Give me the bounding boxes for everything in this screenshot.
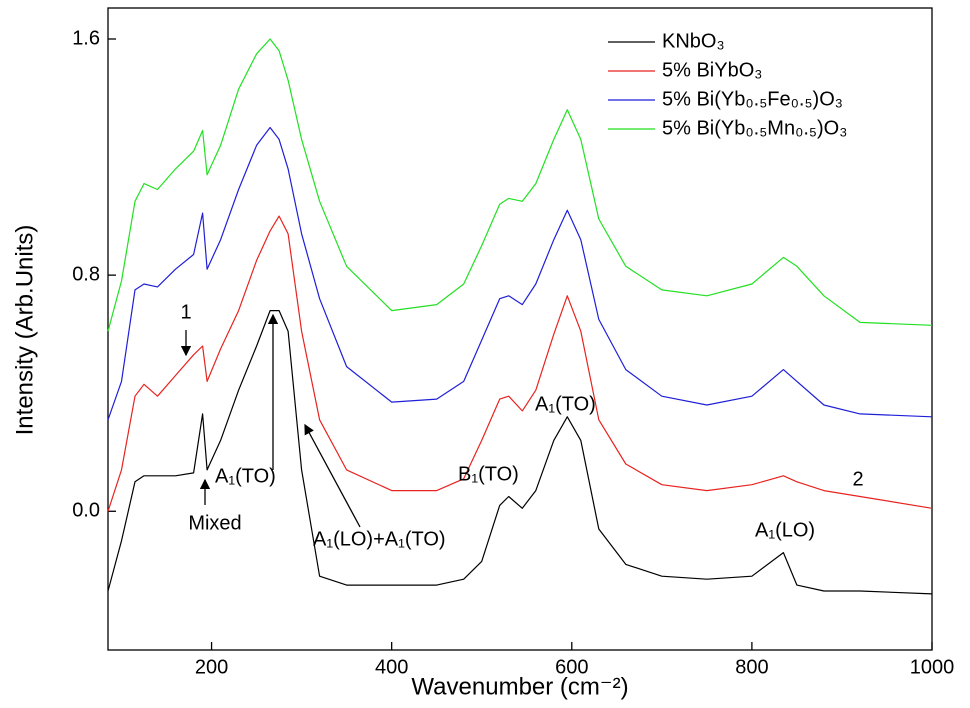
legend-label: 5% BiYbO₃ (662, 59, 762, 81)
x-tick-label: 800 (735, 656, 768, 678)
x-tick-label: 200 (195, 656, 228, 678)
x-axis-label: Wavenumber (cm⁻²) (411, 673, 628, 700)
legend-label: KNbO₃ (662, 30, 725, 52)
annotation: A₁(TO) (215, 465, 276, 487)
annotation: Mixed (188, 512, 241, 534)
x-tick-label: 1000 (910, 656, 955, 678)
legend-label: 5% Bi(Yb₀.₅Fe₀.₅)O₃ (662, 88, 843, 110)
y-tick-label: 1.6 (72, 27, 100, 49)
y-tick-label: 0.8 (72, 263, 100, 285)
y-tick-label: 0.0 (72, 500, 100, 522)
annotation: 2 (852, 468, 863, 490)
annotation: A₁(TO) (535, 393, 596, 415)
annotation: A₁(LO) (755, 519, 815, 541)
x-tick-label: 400 (375, 656, 408, 678)
annotation-arrows (180, 313, 361, 528)
y-axis-label: Intensity (Arb.Units) (11, 225, 38, 436)
series-line (107, 310, 933, 595)
annotation: B₁(TO) (458, 463, 519, 485)
series-line (107, 38, 933, 332)
legend-label: 5% Bi(Yb₀.₅Mn₀.₅)O₃ (662, 117, 847, 139)
series-line (107, 126, 933, 420)
x-tick-label: 600 (555, 656, 588, 678)
annotation: A₁(LO)+A₁(TO) (313, 528, 446, 550)
annotation: 1 (180, 301, 191, 323)
series-line (107, 215, 933, 512)
